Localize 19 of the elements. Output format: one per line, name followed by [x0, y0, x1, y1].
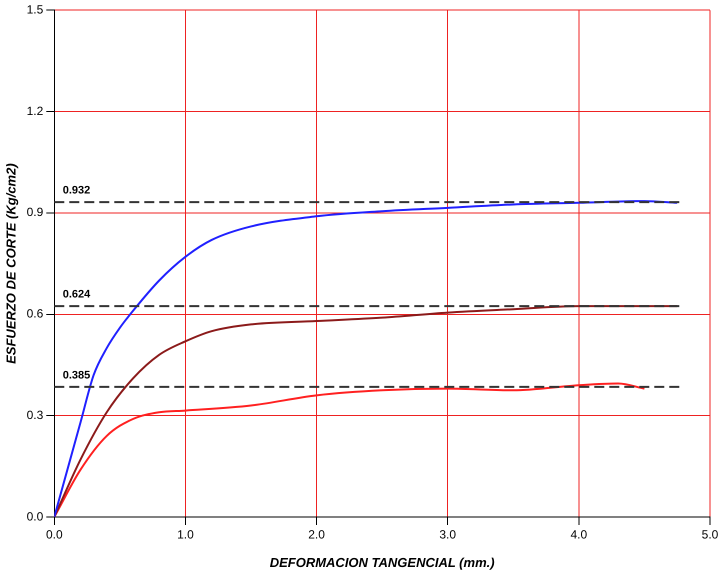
x-tick-label: 2.0 [308, 528, 326, 542]
ref-line-label: 0.624 [62, 288, 92, 301]
x-tick-label: 5.0 [702, 528, 719, 542]
x-axis-title: DEFORMACION TANGENCIAL (mm.) [270, 554, 495, 570]
y-tick-label: 1.2 [26, 104, 44, 118]
x-tick-label: 3.0 [439, 528, 456, 542]
ref-line-label: 0.932 [62, 184, 90, 197]
x-tick-label: 0.0 [46, 528, 63, 542]
y-tick-label: 0.6 [26, 306, 44, 321]
y-tick-label: 0.3 [26, 408, 44, 422]
y-tick-label: 0.9 [26, 205, 44, 220]
y-axis-title: ESFUERZO DE CORTE (Kg/cm2) [3, 163, 18, 364]
y-tick-label: 1.5 [26, 2, 44, 17]
ref-line-label: 0.385 [62, 369, 90, 382]
x-tick-label: 4.0 [570, 528, 588, 542]
line-series [54, 382, 646, 517]
y-tick-label: 0.0 [26, 509, 44, 524]
x-tick-label: 1.0 [177, 528, 194, 542]
line-series [54, 200, 678, 517]
